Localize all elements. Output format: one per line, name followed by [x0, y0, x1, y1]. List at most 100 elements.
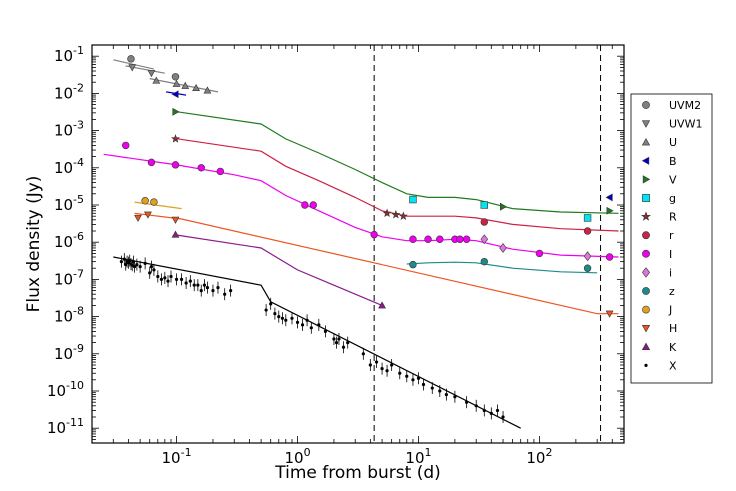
series-i [122, 141, 614, 261]
data-point-x [495, 408, 500, 413]
data-point-x [453, 395, 457, 399]
data-point-i [424, 235, 432, 243]
data-point-x [398, 371, 402, 375]
data-point-i [436, 235, 444, 243]
data-point-x [317, 323, 321, 327]
series-r [171, 134, 408, 220]
data-point-u [181, 81, 190, 89]
data-point-r [171, 134, 180, 143]
data-point-x [332, 337, 336, 341]
y-axis: 10-11 10-10 10-9 10-8 10-7 10-6 10-5 10-4 10-3 10… [47, 44, 624, 444]
data-point-j [150, 198, 158, 206]
data-point-x [300, 323, 305, 327]
data-point-b [171, 90, 179, 99]
legend-label-r: r [669, 229, 674, 242]
data-point-i [409, 235, 417, 243]
data-point-x [184, 281, 188, 285]
data-point-x [390, 363, 394, 367]
series-k [171, 230, 386, 309]
data-point-v [500, 202, 508, 211]
data-point-x [149, 265, 154, 269]
data-point-x [482, 408, 486, 413]
data-point-uvm2 [127, 55, 135, 63]
x-axis: 10-1 100 101 102 [91, 45, 625, 467]
legend-label-v: V [669, 173, 677, 186]
data-point-i [583, 251, 592, 262]
data-point-i [456, 235, 464, 243]
data-point-i [122, 141, 130, 150]
data-point-i [462, 235, 471, 243]
legend-label-h: H [669, 322, 677, 335]
data-point-i [301, 201, 309, 209]
data-point-i [171, 161, 180, 169]
data-point-x [438, 389, 442, 393]
data-point-h [144, 211, 152, 219]
data-point-uvw1 [128, 64, 137, 72]
legend-marker-i [642, 249, 650, 258]
data-point-x [269, 302, 273, 306]
data-point-r [398, 211, 408, 220]
data-point-x [385, 369, 389, 373]
data-point-x [138, 265, 142, 269]
y-tick-label: 10-3 [54, 119, 84, 140]
y-tick-label: 10-2 [54, 81, 84, 102]
y-tick-label: 10-7 [54, 267, 84, 288]
model-curve-r [173, 137, 619, 232]
data-point-x [166, 279, 170, 283]
legend-label-uvw1: UVW1 [669, 118, 702, 131]
data-point-x [229, 288, 233, 293]
data-point-x [421, 382, 426, 387]
data-point-r [391, 209, 401, 219]
data-point-x [159, 277, 164, 281]
data-point-x [444, 393, 448, 397]
legend-marker-b [641, 156, 650, 165]
legend-marker-k [641, 342, 651, 350]
data-point-r [382, 208, 392, 218]
y-tick-label: 10-11 [47, 416, 84, 437]
data-point-x [465, 400, 469, 404]
data-point-x [223, 292, 227, 296]
data-point-x [119, 260, 123, 264]
legend-label-x: X [669, 359, 677, 372]
data-point-x [295, 320, 300, 324]
data-point-x [211, 288, 215, 293]
x-tick-label: 100 [284, 446, 310, 467]
series-z [409, 257, 592, 272]
data-point-x [489, 411, 493, 415]
model-curve-x [113, 256, 521, 429]
model-curve-z [406, 261, 598, 274]
series-uvm2 [127, 55, 180, 81]
data-point-x [148, 271, 152, 275]
data-point-x [380, 367, 384, 371]
data-point-i [499, 243, 507, 253]
series-uvw1 [128, 64, 156, 78]
data-point-x [368, 363, 372, 367]
data-point-i [216, 167, 225, 176]
data-point-x [124, 262, 128, 267]
data-point-x [501, 415, 505, 419]
data-point-x [156, 274, 160, 279]
legend-label-i: i [669, 266, 672, 279]
x-tick-label: 101 [405, 446, 431, 467]
x-axis-label: Time from burst (d) [274, 463, 441, 483]
model-curve-k [173, 234, 383, 306]
legend-marker-z [642, 287, 650, 295]
data-point-x [374, 360, 379, 364]
legend-marker-x [644, 363, 648, 367]
data-point-u [172, 79, 181, 87]
data-point-x [163, 276, 167, 280]
data-point-z [583, 264, 592, 272]
data-point-x [152, 268, 156, 272]
data-point-x [135, 262, 139, 267]
y-tick-label: 10-6 [54, 230, 84, 251]
legend-label-r: R [669, 211, 677, 224]
data-point-x [430, 386, 434, 390]
data-point-i [309, 201, 317, 209]
legend-marker-uvm2 [642, 101, 650, 109]
data-point-x [309, 326, 313, 330]
data-point-g [480, 201, 488, 209]
legend-marker-v [642, 175, 651, 184]
data-point-x [277, 314, 281, 319]
data-point-x [192, 283, 196, 287]
y-tick-label: 10-9 [54, 342, 84, 363]
